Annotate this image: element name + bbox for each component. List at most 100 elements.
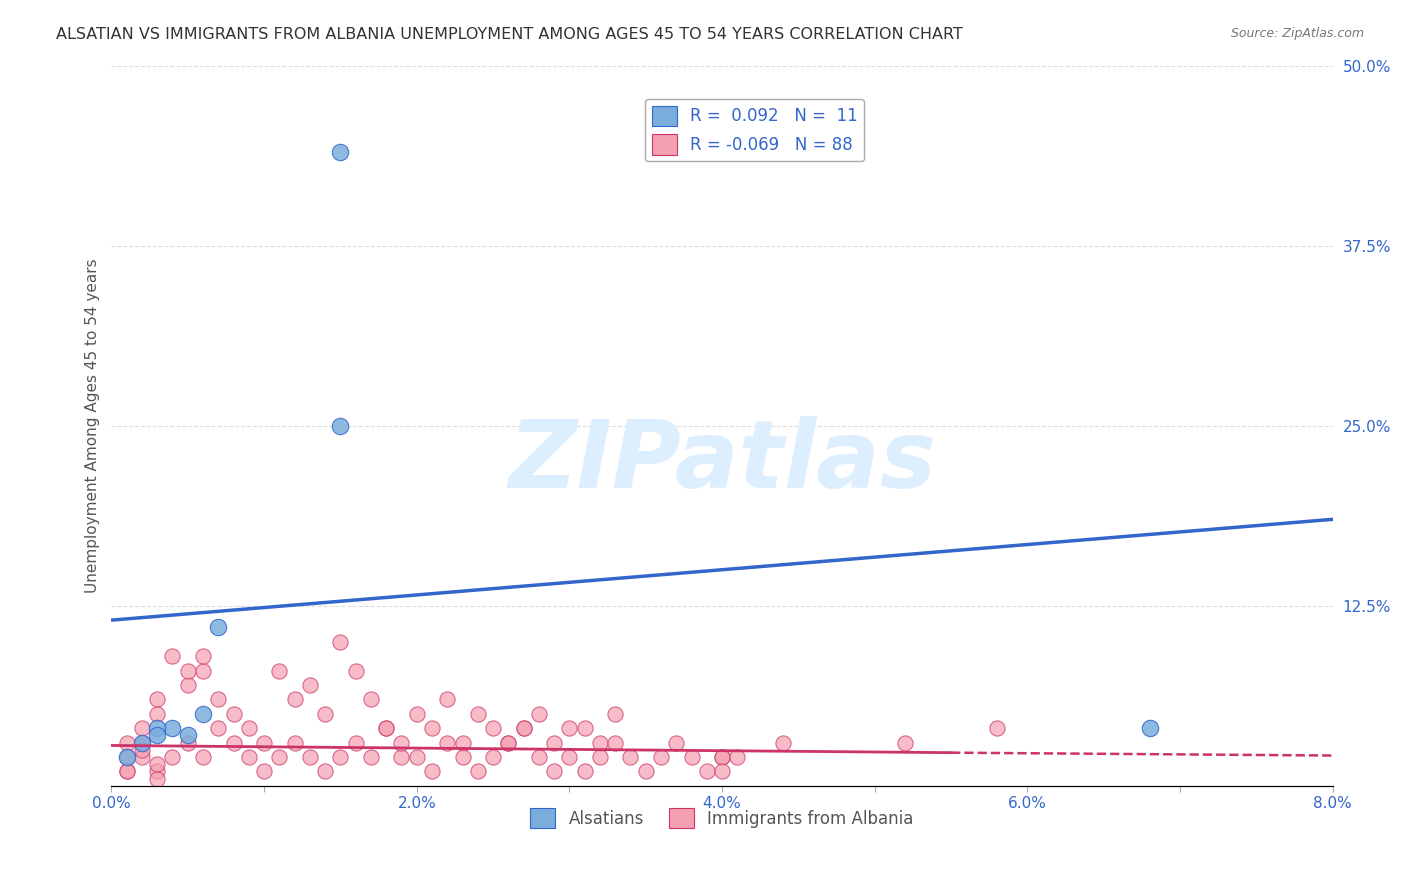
Point	[344, 735, 367, 749]
Point	[191, 706, 214, 721]
Point	[329, 418, 352, 433]
Point	[467, 764, 489, 779]
Point	[191, 750, 214, 764]
Point	[222, 706, 245, 721]
Point	[191, 649, 214, 664]
Point	[269, 750, 291, 764]
Point	[177, 678, 200, 692]
Point	[512, 721, 534, 735]
Point	[605, 706, 627, 721]
Point	[420, 764, 443, 779]
Point	[131, 735, 153, 749]
Point	[131, 721, 153, 735]
Point	[207, 721, 229, 735]
Point	[498, 735, 520, 749]
Point	[512, 721, 534, 735]
Point	[115, 735, 138, 749]
Point	[605, 735, 627, 749]
Point	[177, 735, 200, 749]
Point	[436, 692, 458, 706]
Point	[711, 764, 734, 779]
Point	[391, 750, 413, 764]
Point	[207, 692, 229, 706]
Point	[558, 721, 581, 735]
Point	[329, 750, 352, 764]
Point	[1139, 721, 1161, 735]
Point	[269, 664, 291, 678]
Point	[391, 735, 413, 749]
Legend: Alsatians, Immigrants from Albania: Alsatians, Immigrants from Albania	[523, 801, 921, 835]
Y-axis label: Unemployment Among Ages 45 to 54 years: Unemployment Among Ages 45 to 54 years	[86, 259, 100, 593]
Point	[711, 750, 734, 764]
Point	[558, 750, 581, 764]
Point	[451, 750, 474, 764]
Point	[146, 721, 169, 735]
Point	[314, 764, 336, 779]
Point	[284, 692, 307, 706]
Point	[131, 735, 153, 749]
Point	[681, 750, 703, 764]
Point	[177, 664, 200, 678]
Point	[467, 706, 489, 721]
Point	[375, 721, 398, 735]
Point	[360, 750, 382, 764]
Point	[711, 750, 734, 764]
Text: ALSATIAN VS IMMIGRANTS FROM ALBANIA UNEMPLOYMENT AMONG AGES 45 TO 54 YEARS CORRE: ALSATIAN VS IMMIGRANTS FROM ALBANIA UNEM…	[56, 27, 963, 42]
Point	[589, 735, 612, 749]
Point	[482, 721, 505, 735]
Point	[115, 764, 138, 779]
Point	[634, 764, 657, 779]
Point	[665, 735, 688, 749]
Point	[405, 750, 427, 764]
Point	[772, 735, 794, 749]
Point	[329, 634, 352, 648]
Point	[543, 735, 565, 749]
Point	[115, 750, 138, 764]
Point	[405, 706, 427, 721]
Point	[238, 750, 260, 764]
Point	[115, 750, 138, 764]
Point	[527, 706, 550, 721]
Point	[298, 678, 321, 692]
Point	[146, 728, 169, 742]
Point	[482, 750, 505, 764]
Point	[177, 728, 200, 742]
Point	[253, 735, 276, 749]
Point	[574, 721, 596, 735]
Point	[314, 706, 336, 721]
Point	[619, 750, 641, 764]
Point	[146, 772, 169, 786]
Point	[329, 145, 352, 159]
Point	[146, 692, 169, 706]
Point	[420, 721, 443, 735]
Point	[162, 649, 184, 664]
Point	[574, 764, 596, 779]
Point	[131, 743, 153, 757]
Point	[131, 750, 153, 764]
Text: Source: ZipAtlas.com: Source: ZipAtlas.com	[1230, 27, 1364, 40]
Point	[191, 664, 214, 678]
Point	[451, 735, 474, 749]
Point	[222, 735, 245, 749]
Point	[894, 735, 917, 749]
Point	[298, 750, 321, 764]
Point	[344, 664, 367, 678]
Point	[162, 750, 184, 764]
Point	[375, 721, 398, 735]
Text: ZIPatlas: ZIPatlas	[508, 416, 936, 508]
Point	[146, 706, 169, 721]
Point	[696, 764, 718, 779]
Point	[986, 721, 1008, 735]
Point	[207, 620, 229, 634]
Point	[360, 692, 382, 706]
Point	[115, 764, 138, 779]
Point	[650, 750, 672, 764]
Point	[146, 757, 169, 772]
Point	[543, 764, 565, 779]
Point	[498, 735, 520, 749]
Point	[589, 750, 612, 764]
Point	[146, 764, 169, 779]
Point	[436, 735, 458, 749]
Point	[284, 735, 307, 749]
Point	[162, 721, 184, 735]
